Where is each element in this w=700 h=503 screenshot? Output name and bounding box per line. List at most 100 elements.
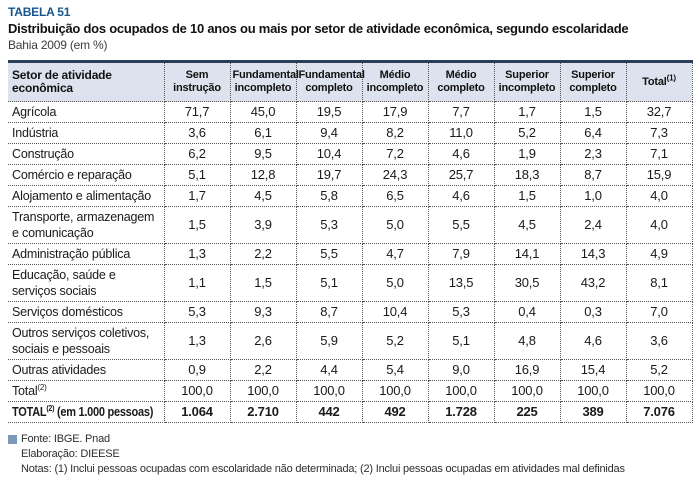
value-cell: 4,6 <box>428 143 495 165</box>
value-cell: 5,3 <box>428 301 495 323</box>
value-cell: 4,9 <box>626 243 693 265</box>
table-row: Outros serviços coletivos, sociais e pes… <box>8 322 693 360</box>
source-bullet-icon <box>8 435 17 444</box>
sector-label: Total <box>12 384 38 398</box>
value-cell: 100,0 <box>428 380 495 402</box>
value-cell: 7,2 <box>362 143 429 165</box>
value-cell: 32,7 <box>626 101 693 123</box>
sector-label-cell: Agrícola <box>8 101 165 123</box>
sector-label: Alojamento e alimentação <box>12 189 152 203</box>
value-cell: 2,2 <box>230 243 297 265</box>
table-row: Indústria 3,6 6,1 9,4 8,2 11,0 5,2 6,4 7,3 <box>8 122 693 144</box>
sector-label-cell: Indústria <box>8 122 165 144</box>
value-cell: 1,5 <box>230 264 297 302</box>
value-cell: 4,0 <box>626 185 693 207</box>
value-cell: 15,4 <box>560 359 627 381</box>
value-cell: 14,1 <box>494 243 561 265</box>
source-text: Fonte: IBGE. Pnad <box>21 433 110 445</box>
header-row: Setor de atividade econômica Sem instruç… <box>8 61 693 102</box>
value-cell: 100,0 <box>362 380 429 402</box>
value-cell: 5,9 <box>296 322 363 360</box>
value-cell: 1.064 <box>164 401 231 423</box>
table-row: Transporte, armazenagem e comunicação 1,… <box>8 206 693 244</box>
value-cell: 0,9 <box>164 359 231 381</box>
value-cell: 100,0 <box>230 380 297 402</box>
value-cell: 4,4 <box>296 359 363 381</box>
sector-label: TOTAL <box>12 405 47 419</box>
value-cell: 100,0 <box>164 380 231 402</box>
sector-label-cell: TOTAL(2) (em 1.000 pessoas) <box>8 401 165 423</box>
column-header-sector: Setor de atividade econômica <box>8 61 165 102</box>
value-cell: 3,6 <box>164 122 231 144</box>
value-cell: 7,0 <box>626 301 693 323</box>
sector-label-cell: Total(2) <box>8 380 165 402</box>
value-cell: 3,6 <box>626 322 693 360</box>
value-cell: 3,9 <box>230 206 297 244</box>
value-cell: 4,5 <box>230 185 297 207</box>
sector-label: Indústria <box>12 126 59 140</box>
sector-label-cell: Comércio e reparação <box>8 164 165 186</box>
table-row: Outras atividades 0,9 2,2 4,4 5,4 9,0 16,9 15,… <box>8 359 693 381</box>
value-cell: 2,6 <box>230 322 297 360</box>
value-cell: 9,0 <box>428 359 495 381</box>
value-cell: 0,4 <box>494 301 561 323</box>
table-row: Agrícola 71,7 45,0 19,5 17,9 7,7 1,7 1,5 32,7 <box>8 101 693 123</box>
sector-label-cell: Transporte, armazenagem e comunicação <box>8 206 165 244</box>
value-cell: 8,7 <box>560 164 627 186</box>
value-cell: 5,5 <box>296 243 363 265</box>
table-row: Administração pública 1,3 2,2 5,5 4,7 7,9 14,… <box>8 243 693 265</box>
value-cell: 1,1 <box>164 264 231 302</box>
value-cell: 5,5 <box>428 206 495 244</box>
sector-label-cell: Outros serviços coletivos, sociais e pes… <box>8 322 165 360</box>
sector-label: Transporte, armazenagem e comunicação <box>12 210 155 240</box>
value-cell: 19,5 <box>296 101 363 123</box>
column-header: Fundamental incompleto <box>230 61 299 102</box>
value-cell: 9,3 <box>230 301 297 323</box>
value-cell: 5,0 <box>362 206 429 244</box>
value-cell: 4,6 <box>560 322 627 360</box>
table-row: Total(2) 100,0 100,0 100,0 100,0 100,0 100,0 1… <box>8 380 693 402</box>
value-cell: 4,0 <box>626 206 693 244</box>
column-header: Médio incompleto <box>362 61 429 102</box>
table-footer-block: Fonte: IBGE. Pnad Elaboração: DIEESE Not… <box>8 432 700 477</box>
table-row: Comércio e reparação 5,1 12,8 19,7 24,3 25,7… <box>8 164 693 186</box>
sector-label: Outros serviços coletivos, sociais e pes… <box>12 326 150 356</box>
sector-label-cell: Outras atividades <box>8 359 165 381</box>
value-cell: 9,5 <box>230 143 297 165</box>
sector-label: Outras atividades <box>12 363 106 377</box>
value-cell: 8,7 <box>296 301 363 323</box>
data-table: Setor de atividade econômica Sem instruç… <box>8 60 693 423</box>
value-cell: 2,2 <box>230 359 297 381</box>
value-cell: 43,2 <box>560 264 627 302</box>
value-cell: 24,3 <box>362 164 429 186</box>
value-cell: 8,1 <box>626 264 693 302</box>
sector-label: Construção <box>12 147 74 161</box>
column-header: Superior completo <box>560 61 627 102</box>
value-cell: 389 <box>560 401 627 423</box>
value-cell: 1,7 <box>494 101 561 123</box>
value-cell: 5,4 <box>362 359 429 381</box>
value-cell: 15,9 <box>626 164 693 186</box>
table-row: Construção 6,2 9,5 10,4 7,2 4,6 1,9 2,3 7,1 <box>8 143 693 165</box>
value-cell: 13,5 <box>428 264 495 302</box>
value-cell: 16,9 <box>494 359 561 381</box>
value-cell: 5,2 <box>626 359 693 381</box>
value-cell: 442 <box>296 401 363 423</box>
value-cell: 8,2 <box>362 122 429 144</box>
sector-label-cell: Construção <box>8 143 165 165</box>
table-row: TOTAL(2) (em 1.000 pessoas) 1.064 2.710 44… <box>8 401 693 423</box>
value-cell: 225 <box>494 401 561 423</box>
value-cell: 5,1 <box>296 264 363 302</box>
value-cell: 2,3 <box>560 143 627 165</box>
value-cell: 7,1 <box>626 143 693 165</box>
value-cell: 7,7 <box>428 101 495 123</box>
sector-label: Serviços domésticos <box>12 305 123 319</box>
value-cell: 5,3 <box>296 206 363 244</box>
value-cell: 1,5 <box>164 206 231 244</box>
value-cell: 30,5 <box>494 264 561 302</box>
value-cell: 5,2 <box>494 122 561 144</box>
value-cell: 7,3 <box>626 122 693 144</box>
value-cell: 6,1 <box>230 122 297 144</box>
sector-label: Administração pública <box>12 247 131 261</box>
table-row: Alojamento e alimentação 1,7 4,5 5,8 6,5 4,6… <box>8 185 693 207</box>
